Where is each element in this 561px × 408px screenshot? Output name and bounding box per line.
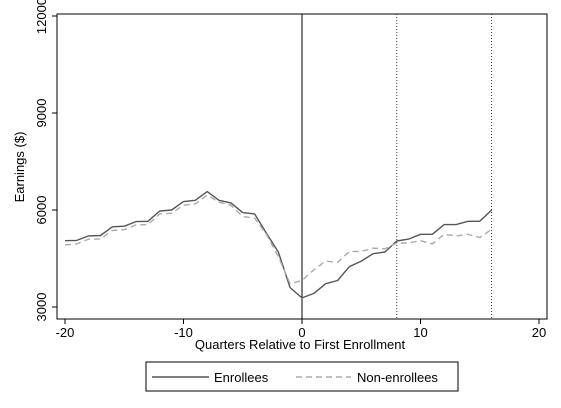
x-tick-label: 10: [413, 325, 427, 340]
y-axis-ticks: 3000 6000 9000 12000: [34, 0, 57, 321]
y-axis-title: Earnings ($): [12, 132, 27, 203]
x-tick-label: 0: [298, 325, 305, 340]
x-tick-label: -10: [174, 325, 193, 340]
series-line-non-enrollees: [64, 194, 492, 285]
series-group: [64, 190, 493, 299]
legend-label-non-enrollees: Non-enrollees: [357, 370, 438, 385]
reference-lines: [301, 14, 493, 319]
x-tick-label: -20: [56, 325, 75, 340]
x-axis-ticks: -20 -10 0 10 20: [56, 319, 546, 340]
x-axis-title: Quarters Relative to First Enrollment: [195, 337, 406, 352]
x-tick-label: 20: [532, 325, 546, 340]
y-tick-label: 9000: [34, 99, 49, 128]
y-tick-label: 6000: [34, 196, 49, 225]
y-tick-label: 12000: [34, 0, 49, 34]
legend-label-enrollees: Enrollees: [214, 370, 269, 385]
y-tick-label: 3000: [34, 293, 49, 322]
series-line-enrollees: [64, 190, 493, 299]
legend: Enrollees Non-enrollees: [145, 361, 459, 392]
